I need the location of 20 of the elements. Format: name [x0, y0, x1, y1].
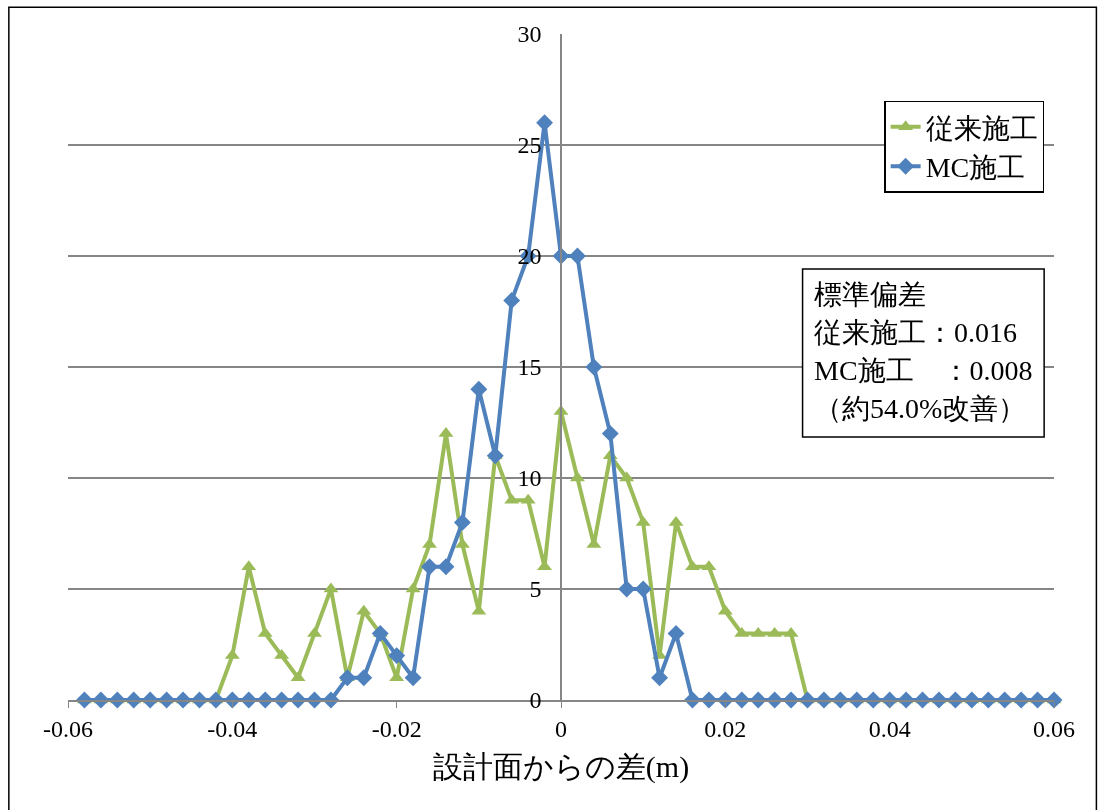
y-tick-label: 0: [529, 687, 542, 714]
x-tick-label: 0.04: [868, 715, 911, 742]
x-tick-label: -0.04: [207, 715, 258, 742]
x-tick-label: 0.02: [704, 715, 747, 742]
annotation: （約54.0%改善）: [814, 393, 1027, 424]
annotation: MC施工 ：0.008: [814, 355, 1033, 386]
x-tick-label: -0.06: [43, 715, 93, 742]
annotation: 従来施工：0.016: [814, 317, 1017, 348]
x-axis-title: 設計面からの差(m): [432, 749, 690, 784]
x-tick-label: 0.06: [1033, 715, 1075, 742]
y-tick-label: 15: [517, 354, 542, 381]
legend-label: MC施工: [925, 152, 1026, 184]
x-tick-label: -0.02: [371, 715, 422, 742]
legend-label: 従来施工: [925, 112, 1038, 144]
y-tick-label: 5: [529, 576, 542, 603]
y-tick-label: 25: [517, 132, 542, 159]
y-tick-label: 10: [517, 465, 542, 492]
y-tick-label: 30: [517, 21, 542, 48]
x-tick-label: 0: [555, 715, 567, 742]
annotation: 標準偏差: [814, 279, 926, 310]
